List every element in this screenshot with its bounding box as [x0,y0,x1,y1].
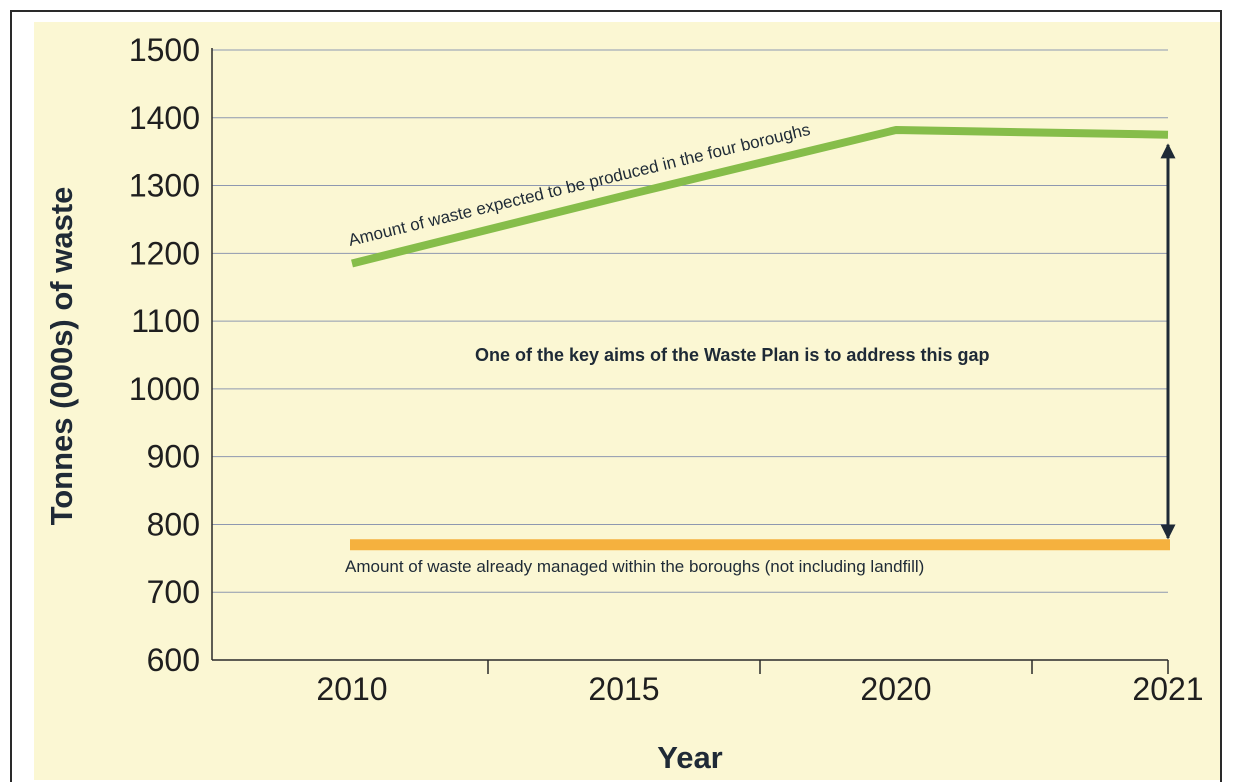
x-tick-label: 2015 [588,671,659,707]
y-tick-label: 1100 [131,303,200,339]
y-tick-label: 1300 [129,168,200,204]
y-tick-label: 600 [147,642,200,678]
y-tick-label: 1000 [129,371,200,407]
y-tick-label: 1200 [129,235,200,271]
managed-series-label: Amount of waste already managed within t… [345,557,924,576]
x-axis-title: Year [657,740,723,775]
gap-annotation-text: One of the key aims of the Waste Plan is… [475,345,989,365]
y-tick-label: 800 [147,506,200,542]
x-tick-label: 2020 [860,671,931,707]
y-tick-label: 1500 [129,32,200,68]
y-tick-label: 1400 [129,100,200,136]
x-tick-label: 2021 [1132,671,1203,707]
x-tick-label: 2010 [316,671,387,707]
chart-background [34,22,1220,780]
y-axis-title: Tonnes (000s) of waste [44,187,79,526]
produced-series-label: Amount of waste expected to be produced … [346,120,812,250]
produced-waste-line [351,125,1169,268]
y-tick-label: 700 [147,574,200,610]
y-tick-label: 900 [147,439,200,475]
